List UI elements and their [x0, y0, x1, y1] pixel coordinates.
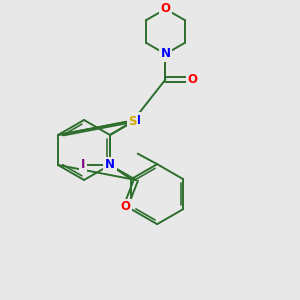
Text: I: I: [81, 158, 85, 172]
Text: O: O: [160, 2, 170, 16]
Text: N: N: [160, 47, 170, 61]
Text: S: S: [128, 115, 137, 128]
Text: O: O: [188, 73, 197, 86]
Text: N: N: [105, 158, 115, 172]
Text: O: O: [121, 200, 130, 214]
Text: N: N: [131, 113, 141, 127]
